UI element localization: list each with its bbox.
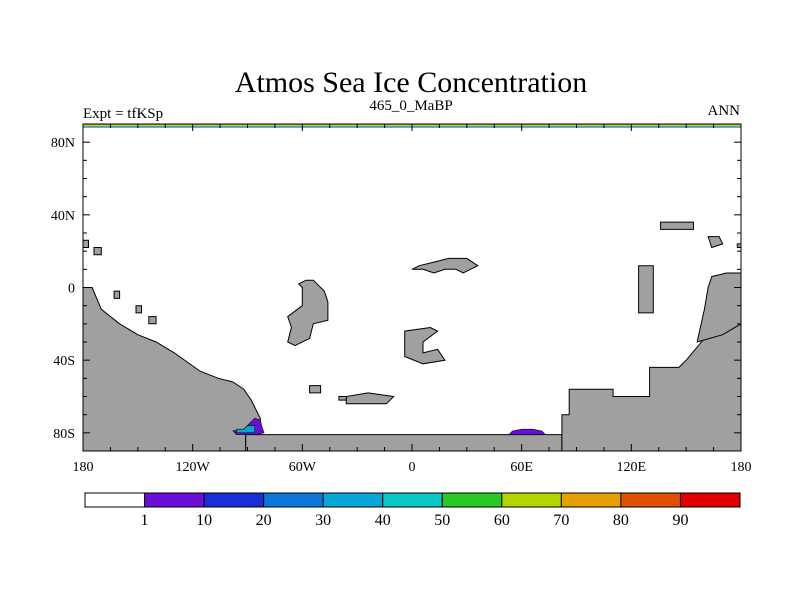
colorbar-swatch-7: [501, 492, 562, 508]
chart-title: Atmos Sea Ice Concentration: [235, 66, 587, 99]
subtitle-right: ANN: [708, 103, 741, 119]
x-tick-label: 120E: [617, 460, 647, 475]
colorbar-swatch-3: [263, 492, 324, 508]
x-tick-label: 180: [73, 460, 94, 475]
colorbar: 1 10 20 30 40 50 60 70 80 90: [84, 492, 741, 529]
colorbar-label: 10: [196, 512, 212, 529]
colorbar-swatch-9: [620, 492, 681, 508]
colorbar-label: 30: [315, 512, 331, 529]
land-laurentia: [287, 279, 329, 347]
east-antarctic-ice: [508, 428, 547, 435]
land-small-island-west-b: [93, 247, 102, 256]
colorbar-swatch-5: [382, 492, 443, 508]
colorbar-label: 80: [613, 512, 629, 529]
colorbar-label: 40: [375, 512, 391, 529]
colorbar-swatch-0: [84, 492, 146, 508]
y-tick-label: 80S: [53, 427, 75, 442]
land-small-island-west-d: [135, 305, 142, 314]
y-tick-label: 40N: [51, 209, 75, 224]
map-layer: [82, 124, 742, 452]
land-antarctic-shelf: [245, 434, 563, 452]
land-small-island-east-b: [736, 243, 742, 248]
land-north-china: [638, 265, 654, 314]
land-siberia: [404, 326, 446, 365]
colorbar-swatch-1: [144, 492, 205, 508]
colorbar-label: 90: [672, 512, 688, 529]
colorbar-swatch-4: [322, 492, 384, 508]
y-tick-label: 80N: [51, 136, 75, 151]
x-tick-label: 0: [409, 460, 416, 475]
y-tick-label: 40S: [53, 354, 75, 369]
subtitle-center: 465_0_MaBP: [369, 98, 452, 114]
colorbar-swatch-10: [679, 492, 741, 508]
antarctic-peninsula-ice-inner: [236, 425, 256, 434]
colorbar-label: 60: [494, 512, 510, 529]
x-tick-label: 120W: [176, 460, 211, 475]
land-small-island-north: [660, 221, 694, 230]
land-small-island-west-c: [113, 290, 121, 299]
colorbar-label: 70: [553, 512, 569, 529]
land-small-island-west-a: [82, 239, 89, 248]
x-tick-label: 60W: [289, 460, 317, 475]
colorbar-swatch-6: [441, 492, 503, 508]
x-tick-label: 180: [731, 460, 752, 475]
land-small-island-east: [707, 236, 724, 249]
land-small-island-west-e: [148, 316, 157, 325]
land-australia-block: [696, 272, 742, 343]
land-baltica: [411, 257, 479, 274]
colorbar-label: 1: [141, 512, 149, 529]
colorbar-label: 20: [256, 512, 272, 529]
land-small-island-sb: [338, 396, 347, 401]
colorbar-label: 50: [434, 512, 450, 529]
axes-layer: 180 120W 60W 0 60E 120E 180 80N 40N 0 40S 80S: [51, 123, 752, 475]
colorbar-swatch-2: [203, 492, 265, 508]
x-tick-label: 60E: [510, 460, 533, 475]
land-south-china: [345, 392, 395, 405]
land-small-island-sa: [309, 385, 322, 394]
colorbar-swatch-8: [560, 492, 622, 508]
subtitle-left: Expt = tfKSp: [83, 106, 163, 122]
y-tick-label: 0: [68, 282, 75, 297]
